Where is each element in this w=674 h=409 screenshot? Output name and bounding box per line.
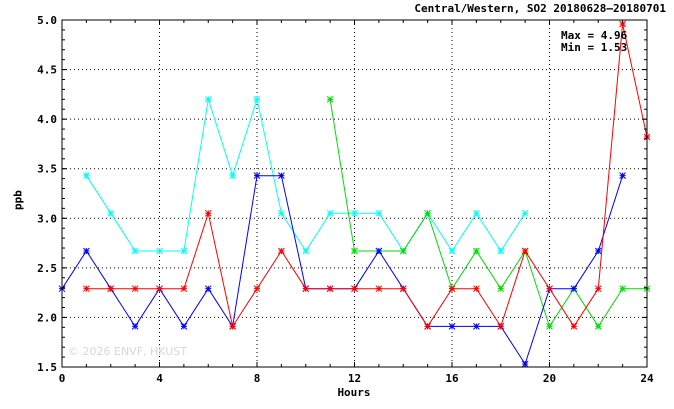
- data-point: [497, 285, 505, 293]
- data-point: [229, 172, 236, 180]
- data-point: [351, 285, 358, 293]
- data-point: [399, 247, 407, 255]
- series-line: [86, 23, 648, 328]
- data-point: [448, 247, 456, 255]
- series-4: [83, 20, 651, 330]
- data-point: [131, 247, 139, 255]
- data-point: [351, 209, 358, 217]
- data-point: [473, 247, 480, 255]
- data-point: [497, 322, 505, 330]
- y-tick-label: 3.5: [37, 163, 57, 176]
- series-line: [85, 97, 526, 252]
- chart-title: Central/Western, SO2 20180628–20180701: [414, 2, 666, 15]
- data-point: [351, 247, 358, 255]
- y-tick-label: 3.0: [37, 212, 57, 225]
- x-tick-label: 0: [59, 372, 66, 385]
- series-line: [329, 99, 647, 328]
- data-point: [399, 285, 407, 293]
- data-point: [424, 322, 431, 330]
- data-point: [204, 95, 212, 103]
- data-point: [570, 285, 578, 293]
- data-point: [594, 322, 602, 330]
- y-tick-label: 4.5: [37, 64, 57, 77]
- data-point: [521, 247, 529, 255]
- x-tick-label: 12: [348, 372, 361, 385]
- data-point: [253, 172, 261, 180]
- data-point: [204, 209, 212, 217]
- data-point: [83, 172, 90, 180]
- data-point: [326, 95, 334, 103]
- data-point: [375, 285, 383, 293]
- x-axis-label: Hours: [337, 386, 371, 399]
- data-point: [180, 247, 188, 255]
- data-point: [180, 285, 188, 293]
- series-3: [58, 172, 626, 368]
- data-point: [521, 209, 529, 217]
- data-point: [497, 247, 505, 255]
- watermark: © 2026 ENVF, HKUST: [68, 345, 187, 358]
- data-point: [107, 285, 115, 293]
- data-point: [278, 209, 285, 217]
- data-point: [594, 247, 602, 255]
- data-point: [619, 20, 626, 28]
- x-tick-label: 20: [543, 372, 556, 385]
- data-point: [156, 247, 163, 255]
- data-point: [570, 322, 578, 330]
- data-point: [83, 247, 90, 255]
- y-tick-label: 4.0: [37, 113, 57, 126]
- x-tick-label: 8: [254, 372, 261, 385]
- data-point: [302, 247, 310, 255]
- data-point: [302, 285, 310, 293]
- y-tick-label: 2.5: [37, 262, 57, 275]
- data-point: [131, 322, 139, 330]
- data-point: [156, 285, 163, 293]
- data-point: [326, 285, 334, 293]
- data-point: [448, 285, 456, 293]
- min-label: Min = 1.53: [561, 41, 628, 54]
- data-point: [473, 285, 480, 293]
- stats-box: Max = 4.96 Min = 1.53: [561, 30, 627, 54]
- y-tick-label: 2.0: [37, 311, 57, 324]
- data-point: [204, 285, 212, 293]
- data-point: [546, 322, 553, 330]
- x-tick-label: 16: [445, 372, 459, 385]
- data-point: [253, 285, 261, 293]
- data-point: [448, 322, 456, 330]
- x-tick-label: 24: [640, 372, 654, 385]
- series-line: [61, 175, 624, 366]
- data-point: [131, 285, 139, 293]
- data-point: [107, 209, 115, 217]
- y-tick-label: 5.0: [37, 14, 57, 27]
- data-point: [473, 209, 480, 217]
- y-axis-label: ppb: [11, 190, 25, 210]
- axes: 0 4 8 12 16 20 24 1.5 2.0 2.5 3.0 3.5 4.0 4.5 5.0: [37, 14, 654, 385]
- data-point: [473, 322, 480, 330]
- data-point: [619, 172, 626, 180]
- data-point: [278, 247, 285, 255]
- data-point: [375, 247, 383, 255]
- y-tick-label: 1.5: [37, 361, 57, 374]
- data-point: [229, 322, 236, 330]
- data-point: [619, 285, 626, 293]
- series-1: [83, 95, 529, 255]
- data-point: [326, 209, 334, 217]
- data-point: [180, 322, 188, 330]
- data-point: [424, 209, 431, 217]
- grid-lines: [62, 20, 647, 367]
- data-point: [375, 209, 383, 217]
- x-tick-label: 4: [156, 372, 163, 385]
- data-point: [278, 172, 285, 180]
- data-point: [83, 285, 90, 293]
- max-label: Max = 4.96: [561, 29, 628, 42]
- data-point: [546, 285, 553, 293]
- data-point: [594, 285, 602, 293]
- data-point: [253, 95, 261, 103]
